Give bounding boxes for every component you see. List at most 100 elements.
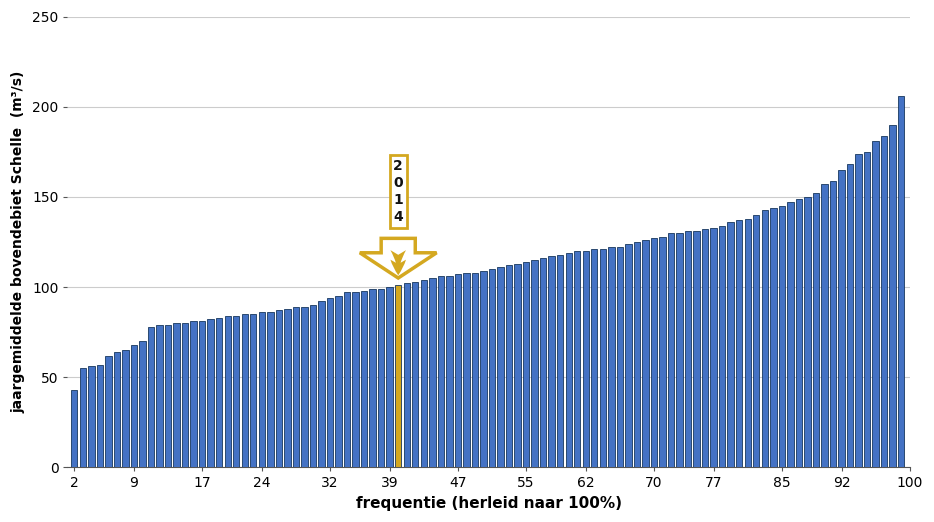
Bar bbox=[540, 258, 546, 467]
Bar bbox=[616, 247, 623, 467]
Bar bbox=[182, 323, 189, 467]
X-axis label: frequentie (herleid naar 100%): frequentie (herleid naar 100%) bbox=[356, 496, 622, 511]
Bar bbox=[438, 276, 444, 467]
Bar bbox=[488, 269, 495, 467]
Bar bbox=[659, 236, 666, 467]
Bar bbox=[156, 325, 163, 467]
Text: 2
0
1
4: 2 0 1 4 bbox=[393, 159, 403, 224]
Bar bbox=[600, 249, 606, 467]
Bar bbox=[335, 296, 342, 467]
Bar bbox=[685, 231, 691, 467]
Bar bbox=[250, 314, 257, 467]
Bar bbox=[292, 307, 299, 467]
Bar bbox=[583, 251, 589, 467]
Bar bbox=[122, 350, 129, 467]
Bar bbox=[796, 199, 802, 467]
Polygon shape bbox=[360, 239, 436, 278]
Bar bbox=[736, 220, 743, 467]
Bar bbox=[199, 321, 205, 467]
Bar bbox=[259, 312, 265, 467]
Bar bbox=[472, 272, 478, 467]
Bar bbox=[779, 206, 785, 467]
Bar bbox=[821, 184, 828, 467]
Bar bbox=[318, 301, 325, 467]
Bar bbox=[412, 282, 418, 467]
Bar bbox=[191, 321, 197, 467]
Bar bbox=[497, 267, 503, 467]
Bar bbox=[719, 226, 726, 467]
Bar bbox=[480, 271, 487, 467]
Bar bbox=[787, 203, 794, 467]
Bar bbox=[711, 228, 716, 467]
Bar bbox=[515, 264, 521, 467]
Bar bbox=[284, 309, 290, 467]
Bar bbox=[702, 229, 708, 467]
Bar bbox=[114, 352, 120, 467]
Bar bbox=[839, 170, 844, 467]
Bar bbox=[310, 305, 317, 467]
Bar bbox=[506, 265, 512, 467]
Bar bbox=[207, 319, 214, 467]
Bar bbox=[523, 262, 530, 467]
Bar bbox=[395, 285, 402, 467]
Bar bbox=[387, 287, 393, 467]
Bar bbox=[378, 289, 385, 467]
Bar bbox=[71, 390, 78, 467]
Bar bbox=[531, 260, 538, 467]
Bar bbox=[864, 152, 870, 467]
Bar bbox=[804, 197, 811, 467]
Bar bbox=[651, 239, 658, 467]
Bar bbox=[574, 251, 580, 467]
Bar bbox=[829, 181, 836, 467]
Bar bbox=[234, 316, 239, 467]
Bar bbox=[165, 325, 171, 467]
Bar bbox=[761, 209, 768, 467]
Bar bbox=[131, 345, 137, 467]
Bar bbox=[106, 355, 111, 467]
Bar bbox=[429, 278, 435, 467]
Bar bbox=[548, 256, 555, 467]
Bar bbox=[633, 242, 640, 467]
Bar bbox=[148, 327, 154, 467]
Bar bbox=[898, 96, 904, 467]
Bar bbox=[420, 280, 427, 467]
Bar bbox=[643, 240, 648, 467]
Bar bbox=[856, 153, 862, 467]
Bar bbox=[771, 208, 776, 467]
Bar bbox=[96, 364, 103, 467]
Bar bbox=[872, 141, 879, 467]
Bar bbox=[881, 136, 887, 467]
Bar bbox=[267, 312, 274, 467]
Bar bbox=[276, 311, 282, 467]
Bar bbox=[753, 215, 759, 467]
Bar bbox=[352, 292, 359, 467]
Bar bbox=[344, 292, 350, 467]
Bar bbox=[693, 231, 700, 467]
Bar bbox=[403, 283, 410, 467]
Bar bbox=[608, 247, 615, 467]
Bar bbox=[242, 314, 248, 467]
Bar bbox=[744, 219, 751, 467]
Bar bbox=[174, 323, 179, 467]
Bar bbox=[446, 276, 453, 467]
Bar bbox=[728, 222, 734, 467]
Bar bbox=[361, 291, 367, 467]
Bar bbox=[216, 318, 222, 467]
Bar bbox=[370, 289, 375, 467]
Bar bbox=[455, 275, 461, 467]
Bar bbox=[668, 233, 674, 467]
Bar bbox=[79, 368, 86, 467]
Bar bbox=[463, 272, 470, 467]
Bar bbox=[676, 233, 683, 467]
Y-axis label: jaargemiddelde bovendebiet Schelle  (m³/s): jaargemiddelde bovendebiet Schelle (m³/s… bbox=[11, 71, 25, 413]
Bar bbox=[88, 366, 94, 467]
Bar bbox=[813, 193, 819, 467]
Bar bbox=[302, 307, 307, 467]
Bar bbox=[565, 253, 572, 467]
Bar bbox=[327, 298, 333, 467]
Bar bbox=[591, 249, 598, 467]
Bar bbox=[139, 341, 146, 467]
Bar bbox=[224, 316, 231, 467]
Bar bbox=[847, 164, 854, 467]
Bar bbox=[889, 125, 896, 467]
